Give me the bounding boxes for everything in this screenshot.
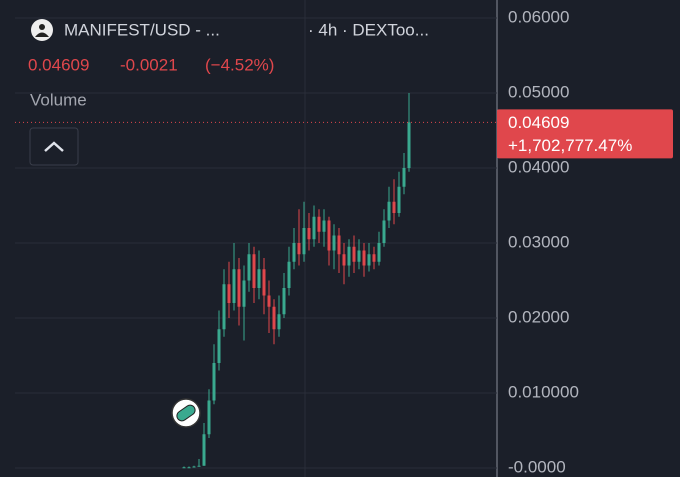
y-tick-label: 0.05000 [508,82,569,101]
candle-body [212,363,216,401]
legend-change-pct: (−4.52%) [205,55,274,74]
collapse-button[interactable] [29,127,79,166]
candle-body [372,254,376,262]
candle-body [272,306,276,330]
candle-body [352,246,356,262]
candle-body [267,295,271,307]
candle-body [217,329,221,363]
candle-body [367,254,371,266]
price-tag [497,109,673,159]
candle-body [287,261,291,288]
legend-change: -0.0021 [120,55,178,74]
candle-body [262,269,266,296]
chart-title: MANIFEST/USD - ... [64,20,220,39]
candle-body [292,243,296,262]
y-tick-label: 0.02000 [508,307,569,326]
candle-body [362,250,366,266]
candle-body [227,284,231,303]
candle-body [182,467,186,469]
candle-body [282,288,286,315]
candle-body [277,314,281,330]
price-tag-value: 0.04609 [508,113,569,132]
plot [15,17,497,469]
candle-body [222,284,226,330]
collapse-chevron [44,141,64,152]
candle-body [257,269,261,288]
pill [176,404,196,422]
candle-body [392,201,396,213]
pill-icon [171,398,201,428]
candle-body [317,216,321,232]
candle-body [397,186,401,213]
candle-body [207,400,211,435]
candle-body [402,168,406,187]
y-tick-label: 0.03000 [508,232,569,251]
candle-body [312,216,316,240]
candle-body [407,122,411,168]
candle-body [347,246,351,266]
candle-body [252,254,256,288]
volume-label: Volume [30,90,87,109]
candle-body [192,466,196,468]
price-tag-change: +1,702,777.47% [508,136,632,155]
candle-body [322,220,326,232]
candle-body [342,254,346,266]
candle-body [337,235,341,255]
candle-body [302,228,306,255]
candle-body [197,465,201,467]
candle-body [357,250,361,262]
candle-body [187,467,191,469]
candle-body [232,269,236,303]
candle-body [242,280,246,307]
candle-body [387,201,391,221]
legend-price: 0.04609 [28,55,89,74]
candle-body [307,228,311,240]
y-tick-label: 0.06000 [508,7,569,26]
candle-body [297,243,301,255]
y-tick-label: 0.04000 [508,157,569,176]
candle-body [327,220,331,251]
y-tick-label: -0.0000 [508,457,566,476]
candle-body [382,220,386,243]
token-icon-body [35,32,49,37]
candle-body [247,254,251,281]
chart-subtitle: · 4h · DEXToo... [308,20,429,39]
candle-body [332,235,336,251]
candle-body [377,243,381,262]
token-icon-head [39,24,45,30]
candle-body [237,269,241,307]
candle-body [202,434,206,466]
y-tick-label: 0.010000 [508,382,579,401]
